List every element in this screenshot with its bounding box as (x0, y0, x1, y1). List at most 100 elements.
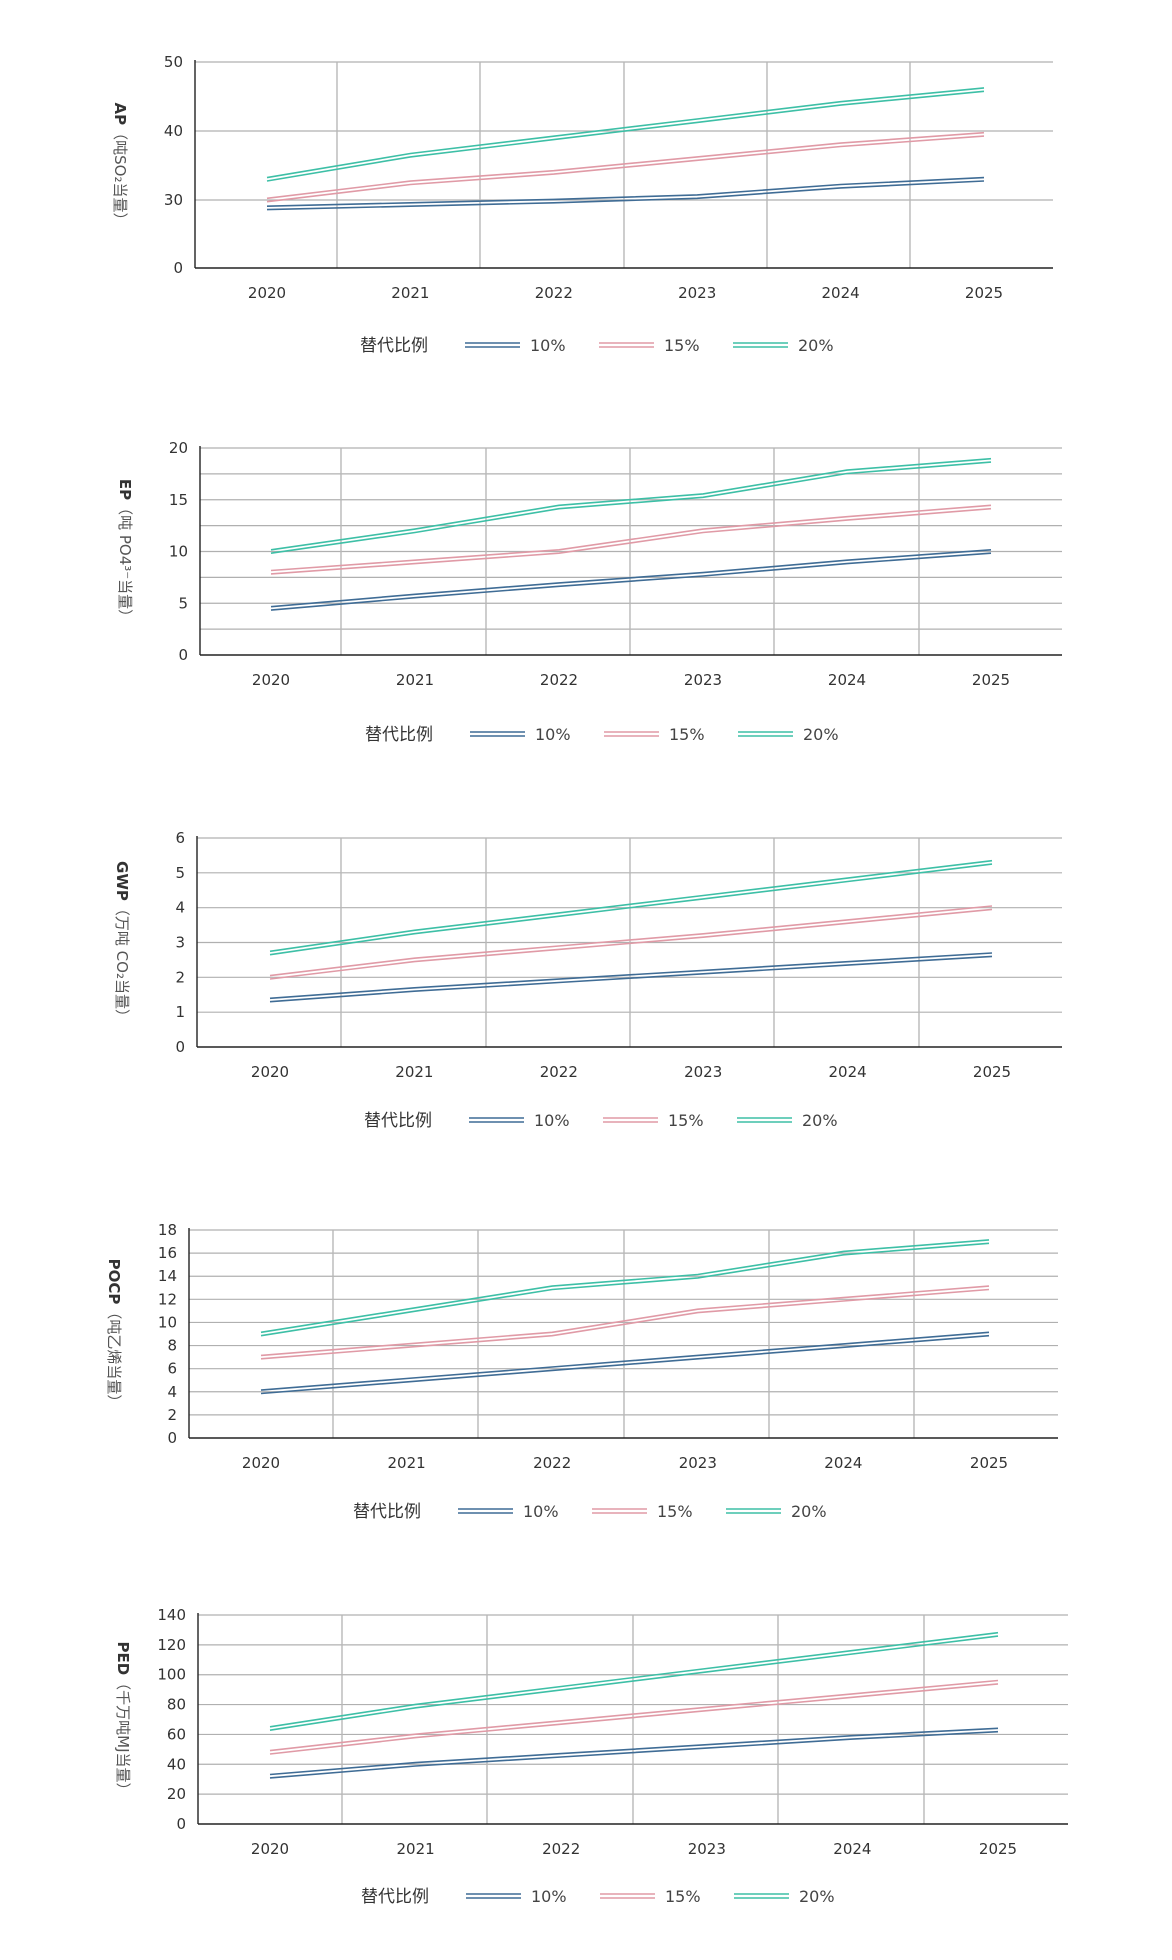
x-tick-label: 2024 (824, 1454, 862, 1472)
legend-title: 替代比例 (353, 1502, 421, 1522)
series-line-20pct-shadow (269, 863, 993, 956)
x-tick-label: 2023 (684, 1063, 722, 1081)
legend-label: 15% (669, 725, 705, 744)
y-tick-label: 10 (169, 543, 188, 561)
series-line-10pct-shadow (260, 1334, 990, 1395)
legend-label: 10% (534, 1111, 570, 1130)
legend-label: 15% (665, 1887, 701, 1906)
y-axis-label-bold: PED (114, 1641, 132, 1675)
series-line-20pct (269, 1631, 999, 1728)
x-tick-label: 2025 (965, 284, 1003, 302)
y-axis-label-unit: （吨 PO4³⁻当量） (116, 500, 134, 624)
y-tick-label: 2 (175, 968, 185, 986)
y-tick-label: 6 (167, 1360, 177, 1378)
x-tick-label: 2021 (396, 671, 434, 689)
x-tick-label: 2021 (391, 284, 429, 302)
y-tick-label: 16 (158, 1244, 177, 1262)
x-tick-label: 2022 (542, 1840, 580, 1858)
series-line-10pct (266, 176, 985, 207)
x-tick-label: 2025 (973, 1063, 1011, 1081)
series-line-15pct (269, 1679, 999, 1752)
series-line-20pct-shadow (270, 461, 992, 554)
y-tick-label: 20 (169, 439, 188, 457)
series-line-15pct-shadow (260, 1288, 990, 1360)
legend: 替代比例 10% 15% 20% (353, 1502, 827, 1522)
legend-label: 20% (798, 336, 834, 355)
x-tick-label: 2022 (533, 1454, 571, 1472)
series-line-20pct (266, 87, 985, 179)
x-tick-label: 2023 (678, 284, 716, 302)
legend-title: 替代比例 (361, 1887, 429, 1907)
legend: 替代比例 10% 15% 20% (360, 336, 834, 356)
y-tick-label: 8 (167, 1337, 177, 1355)
series-line-20pct-shadow (269, 1635, 999, 1731)
legend-title: 替代比例 (364, 1111, 432, 1131)
x-tick-label: 2021 (395, 1063, 433, 1081)
x-tick-label: 2020 (248, 284, 286, 302)
y-axis-label: AP（吨SO₂当量） (111, 103, 129, 228)
y-tick-label: 30 (164, 191, 183, 209)
x-tick-label: 2020 (251, 1063, 289, 1081)
series-line-15pct (270, 504, 992, 572)
legend-label: 15% (657, 1502, 693, 1521)
y-axis-label-bold: GWP (113, 861, 131, 901)
y-axis-label: EP（吨 PO4³⁻当量） (116, 479, 134, 624)
chart-ped: 0 20 40 60 80 100 120 140 2020 2021 2022 2023 2024 20… (114, 1606, 1068, 1907)
x-tick-label: 2024 (833, 1840, 871, 1858)
legend-label: 10% (530, 336, 566, 355)
x-tick-label: 2020 (251, 1840, 289, 1858)
legend-label: 15% (664, 336, 700, 355)
y-tick-label: 80 (167, 1696, 186, 1714)
series-line-15pct (266, 131, 985, 200)
legend-label: 15% (668, 1111, 704, 1130)
y-axis-label-unit: （吨SO₂当量） (111, 125, 129, 227)
x-tick-label: 2024 (822, 284, 860, 302)
x-tick-label: 2020 (242, 1454, 280, 1472)
x-tick-label: 2023 (688, 1840, 726, 1858)
legend-title: 替代比例 (360, 336, 428, 356)
y-tick-label: 0 (173, 259, 183, 277)
x-tick-label: 2025 (972, 671, 1010, 689)
series-line-20pct-shadow (260, 1242, 990, 1337)
series-line-15pct-shadow (270, 507, 992, 575)
series-line-10pct (269, 952, 993, 1000)
y-axis-label: GWP（万吨 CO₂当量） (113, 861, 131, 1024)
y-tick-label: 5 (175, 864, 185, 882)
series-line-20pct-shadow (266, 90, 985, 182)
y-tick-label: 60 (167, 1725, 186, 1743)
series-line-10pct-shadow (270, 552, 992, 611)
y-axis-label: POCP（吨乙烯当量） (105, 1259, 123, 1410)
x-tick-label: 2022 (540, 1063, 578, 1081)
y-axis-label-bold: POCP (105, 1259, 123, 1305)
chart-ap: 0 30 40 50 2020 2021 2022 2023 2024 2025 AP（吨SO₂当量… (111, 53, 1053, 356)
x-tick-label: 2021 (388, 1454, 426, 1472)
y-tick-label: 0 (176, 1815, 186, 1833)
x-tick-label: 2025 (979, 1840, 1017, 1858)
y-axis-label-unit: （千万吨MJ当量） (114, 1675, 132, 1797)
legend: 替代比例 10% 15% 20% (361, 1887, 835, 1907)
legend-title: 替代比例 (365, 725, 433, 745)
x-tick-label: 2024 (828, 671, 866, 689)
y-tick-label: 0 (178, 646, 188, 664)
x-tick-label: 2022 (540, 671, 578, 689)
y-tick-label: 3 (175, 934, 185, 952)
y-tick-label: 10 (158, 1313, 177, 1331)
series-line-10pct-shadow (266, 180, 985, 211)
y-tick-label: 4 (167, 1383, 177, 1401)
legend-label: 20% (803, 725, 839, 744)
y-tick-label: 4 (175, 899, 185, 917)
y-axis-label-bold: EP (116, 479, 134, 500)
x-tick-label: 2024 (829, 1063, 867, 1081)
y-tick-label: 0 (175, 1038, 185, 1056)
y-tick-label: 50 (164, 53, 183, 71)
series-line-15pct (269, 905, 993, 977)
legend: 替代比例 10% 15% 20% (365, 725, 839, 745)
series-line-10pct-shadow (269, 1730, 999, 1779)
y-axis-label-unit: （万吨 CO₂当量） (113, 901, 131, 1024)
series-line-10pct (270, 549, 992, 608)
series-line-20pct (260, 1239, 990, 1334)
y-tick-label: 5 (178, 594, 188, 612)
